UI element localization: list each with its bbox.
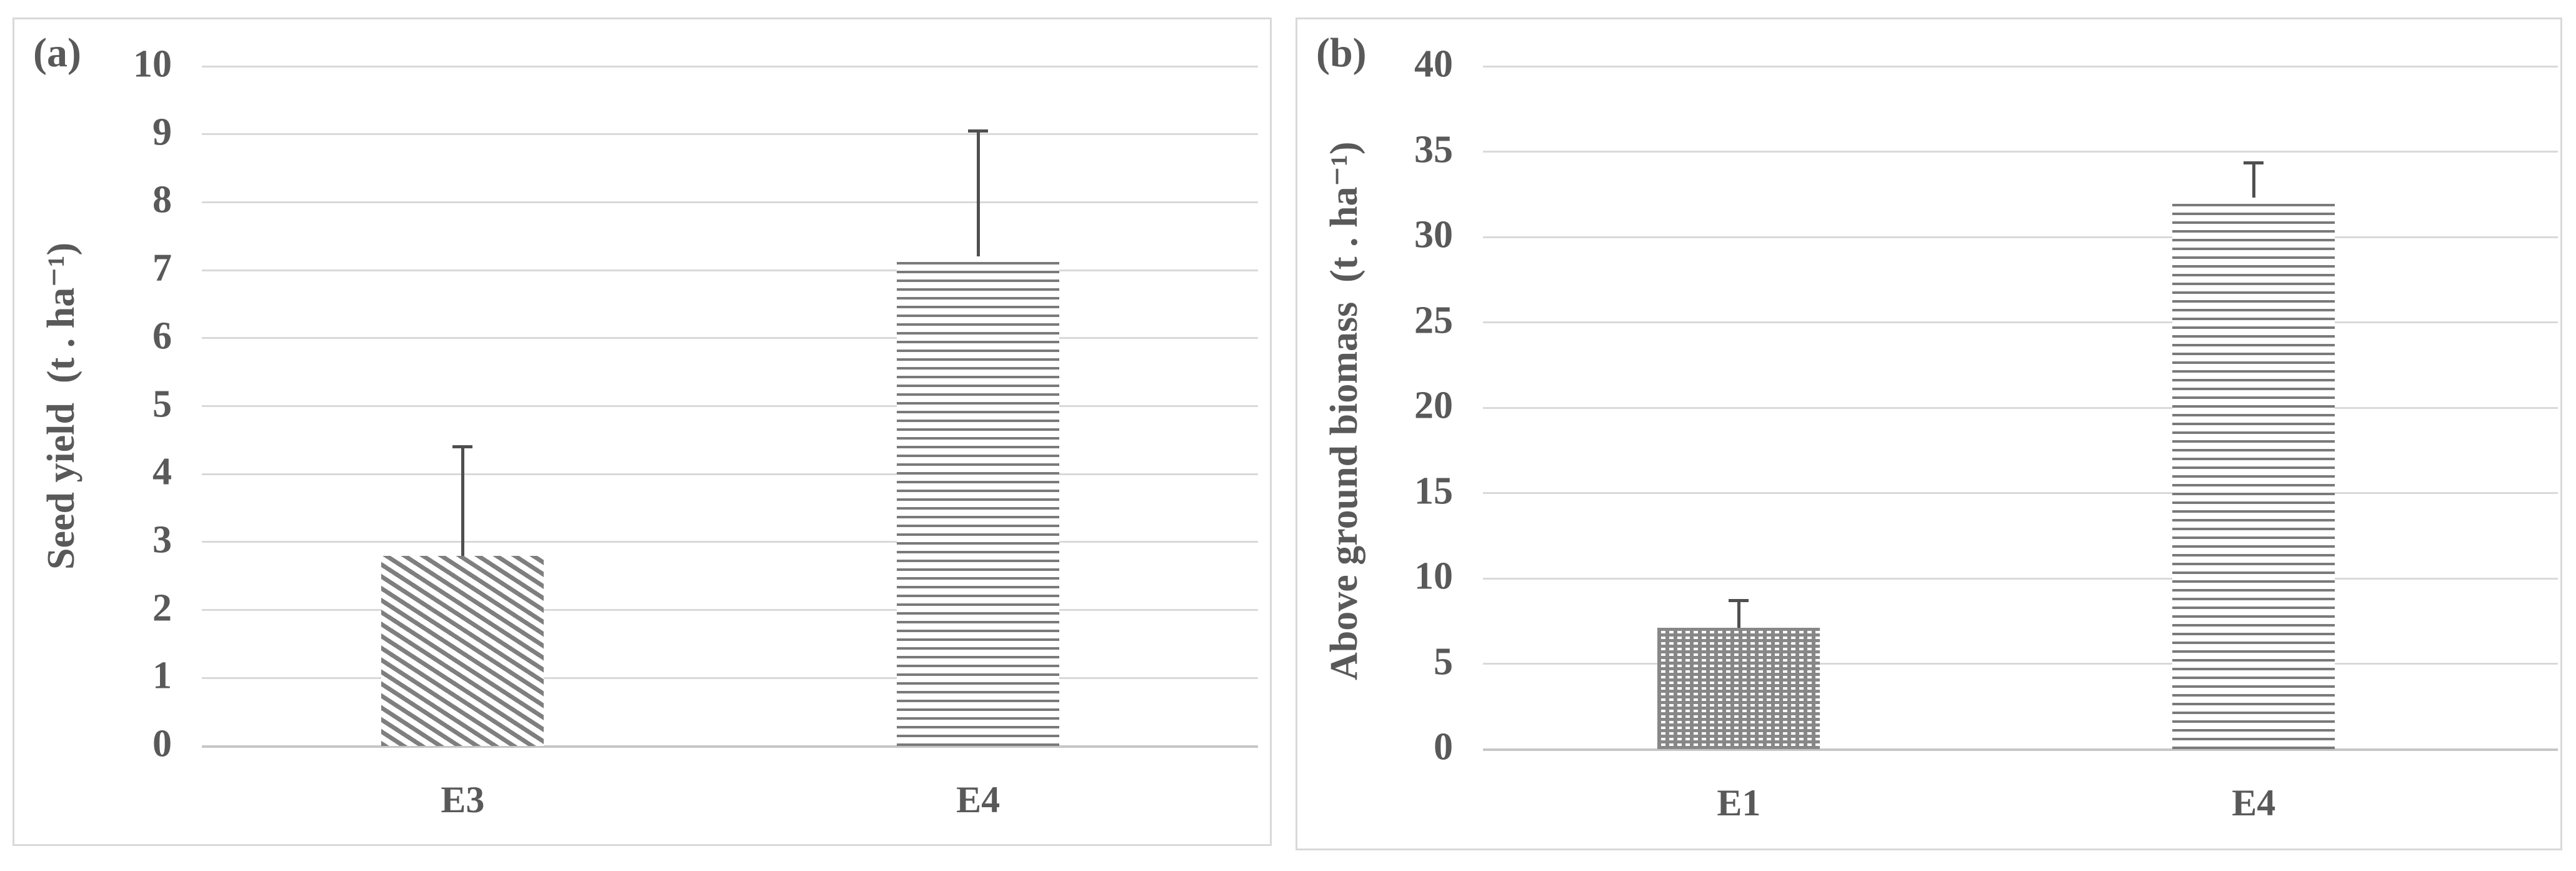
error-bar-whisker <box>2252 163 2255 198</box>
y-tick-label: 5 <box>1434 640 1453 683</box>
panel-b: (b) Above ground biomass (t . ha⁻¹) 40 35… <box>1295 18 2562 850</box>
y-tick-label: 6 <box>152 315 172 358</box>
gridline <box>202 541 1258 543</box>
y-tick-label: 35 <box>1414 128 1453 171</box>
bar-e4 <box>2172 198 2335 749</box>
x-tick-label-e1: E1 <box>1717 782 1761 823</box>
panel-a-tag: (a) <box>33 30 81 76</box>
gridline <box>1483 577 2558 580</box>
gridline <box>202 201 1258 203</box>
x-tick-label-e4: E4 <box>956 779 1001 820</box>
gridline <box>1483 151 2558 153</box>
error-bar-whisker <box>976 131 980 257</box>
y-tick-label: 3 <box>152 518 172 561</box>
y-tick-label: 40 <box>1414 43 1453 86</box>
y-tick-label: 30 <box>1414 213 1453 256</box>
y-tick-label: 10 <box>133 43 172 86</box>
error-bar-cap <box>968 129 989 133</box>
bar-e3 <box>381 555 544 746</box>
y-tick-label: 7 <box>152 246 172 289</box>
gridline <box>202 269 1258 271</box>
bar-e4 <box>897 256 1060 746</box>
y-tick-label: 0 <box>152 722 172 765</box>
panel-b-tag: (b) <box>1316 30 1367 76</box>
y-tick-label: 0 <box>1434 725 1453 768</box>
y-tick-label: 25 <box>1414 299 1453 342</box>
gridline <box>202 677 1258 679</box>
y-tick-label: 10 <box>1414 555 1453 598</box>
error-bar-whisker <box>1737 600 1740 628</box>
error-bar-cap <box>2244 161 2264 164</box>
gridline <box>202 133 1258 136</box>
gridline <box>1483 321 2558 323</box>
gridline <box>202 65 1258 68</box>
panel-b-plot-area: 40 35 30 25 20 15 10 5 0 E1 E4 <box>1414 43 2558 823</box>
bar-e1 <box>1657 628 1820 749</box>
gridline <box>1483 65 2558 68</box>
panel-a: (a) Seed yield (t . ha⁻¹) 10 9 8 7 6 5 4 3 2 1 0 E3… <box>12 18 1272 846</box>
gridline <box>202 337 1258 340</box>
y-tick-label: 1 <box>152 654 172 697</box>
gridline <box>202 405 1258 407</box>
x-axis-baseline <box>202 745 1258 748</box>
y-tick-label: 5 <box>152 383 172 426</box>
gridline <box>1483 492 2558 494</box>
error-bar-whisker <box>461 446 464 556</box>
y-tick-label: 2 <box>152 587 172 630</box>
x-tick-label-e4: E4 <box>2232 782 2276 823</box>
gridline <box>202 473 1258 475</box>
y-tick-label: 8 <box>152 179 172 222</box>
y-tick-label: 20 <box>1414 384 1453 427</box>
gridline <box>1483 236 2558 238</box>
y-tick-label: 15 <box>1414 470 1453 513</box>
error-bar-cap <box>1729 598 1749 602</box>
panel-a-plot-area: 10 9 8 7 6 5 4 3 2 1 0 E3 E4 <box>133 43 1258 820</box>
y-tick-label: 4 <box>152 450 172 493</box>
x-tick-label-e3: E3 <box>441 779 485 820</box>
x-axis-baseline <box>1483 748 2558 751</box>
gridline <box>1483 406 2558 409</box>
gridline <box>202 609 1258 612</box>
error-bar-cap <box>452 445 473 449</box>
y-tick-label: 9 <box>152 111 172 154</box>
gridline <box>1483 663 2558 665</box>
